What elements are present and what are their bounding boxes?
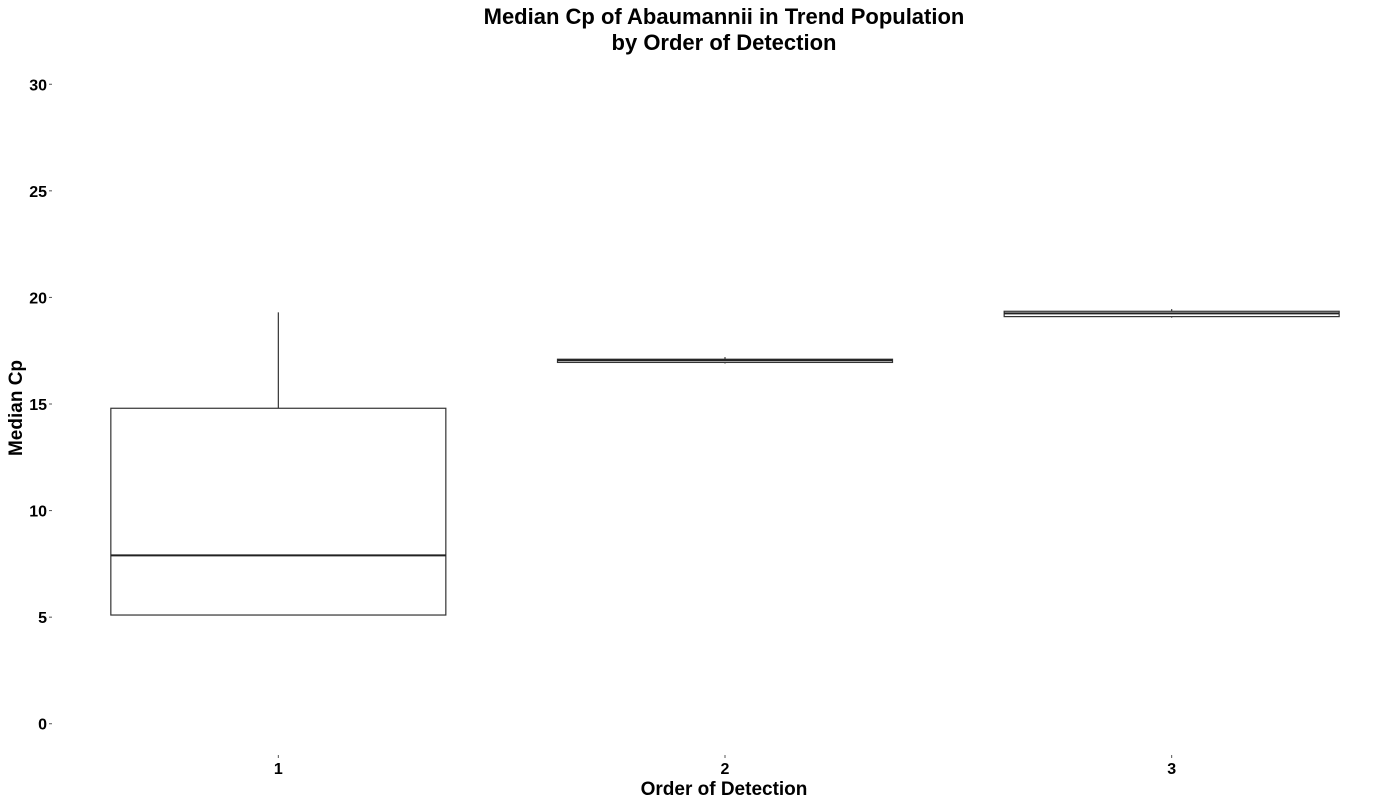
y-tick-label: 20	[29, 290, 47, 307]
y-tick-label: 25	[29, 184, 47, 201]
y-tick-label: 10	[29, 504, 47, 521]
x-axis: 1 2 3	[274, 755, 1176, 778]
y-tick-label: 15	[29, 397, 47, 414]
y-tick-label: 5	[38, 610, 47, 627]
box-rect	[110, 407, 447, 616]
x-tick-label: 1	[274, 761, 283, 778]
y-tick-label: 0	[38, 717, 47, 734]
chart-title-line-2: by Order of Detection	[612, 30, 837, 55]
box-3	[1003, 309, 1340, 318]
chart-title-line-1: Median Cp of Abaumannii in Trend Populat…	[484, 4, 965, 29]
x-axis-label: Order of Detection	[641, 779, 808, 800]
box-2	[556, 357, 894, 364]
y-axis: 0 5 10 15 20 25 30	[29, 77, 52, 734]
box-1	[110, 312, 447, 616]
x-tick-label: 2	[721, 761, 730, 778]
x-tick-label: 3	[1167, 761, 1176, 778]
boxes-group	[110, 309, 1340, 616]
y-tick-label: 30	[29, 77, 47, 94]
y-axis-label: Median Cp	[6, 360, 27, 456]
